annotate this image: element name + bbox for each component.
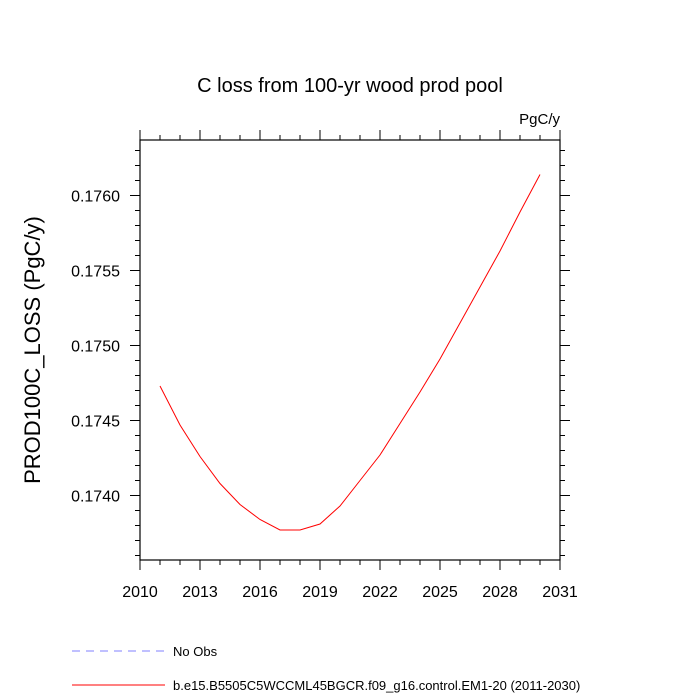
plot-frame (139, 139, 561, 561)
units-label: PgC/y (519, 111, 560, 128)
x-tick-label: 2025 (422, 584, 458, 601)
y-tick-label: 0.1750 (71, 339, 120, 356)
x-tick-label: 2028 (482, 584, 518, 601)
y-tick-label: 0.1745 (71, 414, 120, 431)
x-tick-label: 2010 (122, 584, 158, 601)
series-layer (159, 174, 541, 531)
legend: No Obs b.e15.B5505C5WCCML45BGCR.f09_g16.c… (72, 644, 580, 693)
x-tick-label: 2019 (302, 584, 338, 601)
y-tick-label: 0.1740 (71, 489, 120, 506)
x-tick-label: 2031 (542, 584, 578, 601)
x-tick-label: 2013 (182, 584, 218, 601)
y-tick-label: 0.1755 (71, 264, 120, 281)
series-line (159, 174, 541, 531)
axis-ticks: 2010 2013 2016 2019 2022 2025 2028 2031 0.1740 0.… (71, 130, 578, 601)
y-axis-label: PROD100C_LOSS (PgC/y) (20, 216, 45, 484)
chart-title: C loss from 100-yr wood prod pool (197, 75, 503, 97)
legend-label: No Obs (173, 644, 218, 659)
x-tick-label: 2016 (242, 584, 278, 601)
x-tick-label: 2022 (362, 584, 398, 601)
y-tick-label: 0.1760 (71, 189, 120, 206)
legend-label: b.e15.B5505C5WCCML45BGCR.f09_g16.control… (173, 678, 580, 693)
